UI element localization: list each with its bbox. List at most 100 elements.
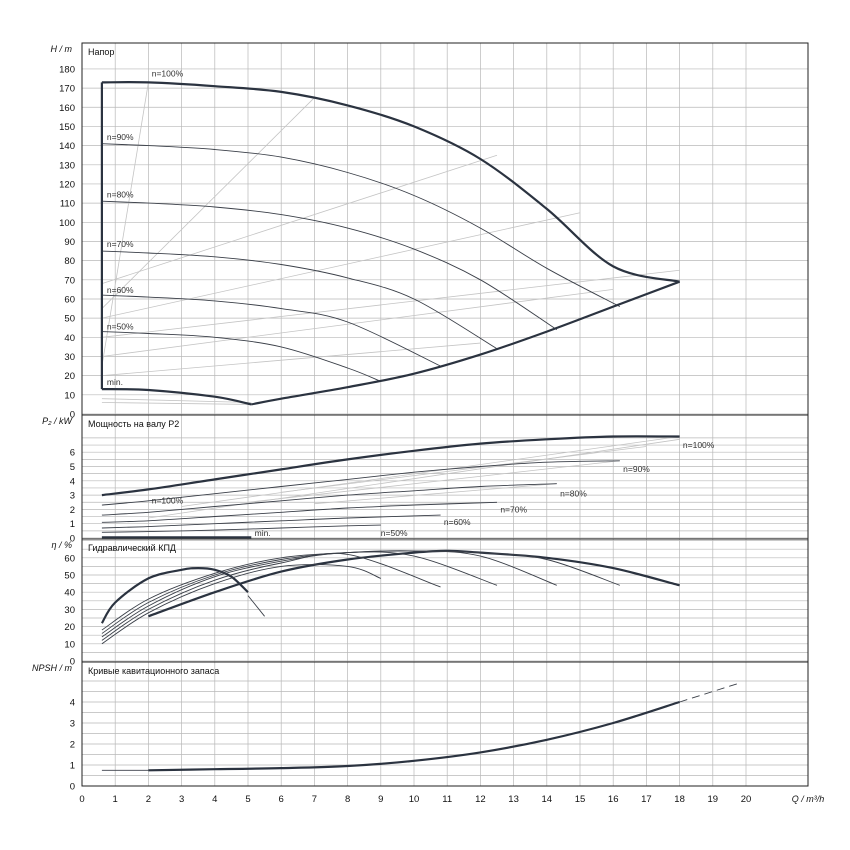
power-guide-line (247, 460, 620, 503)
x-axis-label: Q / m³/h (792, 794, 825, 804)
series-efficiency-curve-7 (101, 550, 620, 631)
panel-title-efficiency: Гидравлический КПД (88, 543, 176, 553)
label-layer: n=100% n=90% n=80% n=70% n=60% n=50% min. n=100… (107, 69, 715, 538)
y-tick-label: 130 (59, 160, 75, 171)
curve-label: min. (255, 528, 271, 538)
series-efficiency-curve-4 (101, 552, 441, 641)
curve-label: n=60% (444, 517, 471, 527)
series-head-n-60- (101, 294, 441, 367)
efficiency-guide-line (101, 398, 252, 403)
y-tick-label: 3 (70, 491, 75, 502)
panel-title-power: Мощность на валу P2 (88, 419, 179, 429)
curve-label: n=100% (683, 440, 715, 450)
series-head-n-50- (101, 331, 381, 382)
y-tick-label: 2 (70, 505, 75, 516)
curve-label: n=80% (107, 189, 134, 199)
curve-label: n=70% (500, 504, 527, 514)
y-tick-label: 6 (70, 448, 75, 459)
x-tick-label: 4 (212, 794, 217, 805)
y-tick-label: 90 (64, 237, 75, 248)
x-tick-label: 18 (674, 794, 685, 805)
y-tick-label: 5 (70, 462, 75, 473)
x-tick-label: 8 (345, 794, 350, 805)
y-axis-label-head: H / m (51, 44, 73, 54)
y-tick-label: 120 (59, 179, 75, 190)
y-tick-label: 4 (70, 698, 75, 709)
y-axis-label-efficiency: η / % (51, 540, 72, 550)
curve-label: n=50% (107, 322, 134, 332)
y-tick-label: 30 (64, 352, 75, 363)
x-tick-label: 1 (113, 794, 118, 805)
series-efficiency-curve-3 (101, 564, 381, 645)
efficiency-guide-line (101, 269, 680, 338)
y-tick-label: 40 (64, 588, 75, 599)
x-tick-label: 5 (245, 794, 250, 805)
series-power-n-80- (101, 483, 557, 516)
y-tick-label: 0 (70, 534, 75, 545)
x-tick-label: 13 (508, 794, 519, 805)
x-tick-label: 7 (312, 794, 317, 805)
y-tick-label: 1 (70, 519, 75, 530)
y-tick-label: 10 (64, 390, 75, 401)
series-head-n-80- (101, 200, 558, 331)
y-tick-label: 20 (64, 371, 75, 382)
y-tick-label: 0 (70, 410, 75, 421)
efficiency-guide-line (101, 402, 252, 405)
series-npsh-n-100- (148, 700, 680, 772)
y-tick-label: 110 (60, 199, 75, 210)
power-guide-line (181, 436, 680, 507)
y-axis-label-power: P₂ / kW (42, 416, 73, 426)
curve-label: n=70% (107, 239, 134, 249)
curve-label: n=50% (381, 528, 408, 538)
grid-layer: 0102030405060708090100110120130140150160… (32, 42, 825, 805)
y-tick-label: 80 (64, 256, 75, 267)
y-tick-label: 160 (59, 103, 75, 114)
efficiency-guide-line (101, 288, 614, 357)
x-tick-label: 20 (741, 794, 752, 805)
series-layer (100, 80, 740, 772)
panel-frame-npsh (81, 661, 809, 787)
series-power-n-60- (101, 514, 441, 529)
x-tick-label: 15 (575, 794, 586, 805)
y-tick-label: 100 (59, 218, 75, 229)
curve-label: n=90% (623, 464, 650, 474)
series-npsh-curve-2 (679, 682, 740, 703)
series-head-min- (101, 388, 252, 406)
series-head-curve-7 (251, 280, 680, 406)
series-efficiency-curve-5 (101, 551, 498, 638)
y-tick-label: 10 (64, 639, 75, 650)
y-tick-label: 150 (59, 122, 75, 133)
series-power-n-70- (101, 501, 498, 523)
y-tick-label: 2 (70, 740, 75, 751)
series-head-n-70- (101, 250, 498, 350)
y-tick-label: 40 (64, 333, 75, 344)
x-tick-label: 2 (146, 794, 151, 805)
x-tick-label: 17 (641, 794, 652, 805)
curve-label: n=100% (152, 496, 184, 506)
series-efficiency-curve-6 (101, 550, 557, 634)
efficiency-guide-line (101, 212, 581, 319)
y-tick-label: 50 (64, 571, 75, 582)
series-efficiency-curve-2 (247, 595, 265, 617)
series-head-n-100- (101, 80, 680, 283)
y-tick-label: 140 (59, 141, 75, 152)
y-tick-label: 60 (64, 294, 75, 305)
efficiency-guide-line (101, 342, 481, 377)
power-guide-line (281, 446, 647, 493)
x-tick-label: 9 (378, 794, 383, 805)
y-tick-label: 0 (70, 782, 75, 793)
series-head-n-90- (101, 143, 621, 307)
series-power-n-100- (101, 435, 680, 497)
y-tick-label: 50 (64, 314, 75, 325)
x-tick-label: 6 (279, 794, 284, 805)
curve-label: n=80% (560, 489, 587, 499)
series-efficiency-min- (100, 566, 249, 624)
efficiency-guide-line (101, 154, 498, 285)
panel-title-head: Напор (88, 47, 114, 57)
curve-label: n=90% (107, 132, 134, 142)
curve-label: n=60% (107, 285, 134, 295)
y-axis-label-npsh: NPSH / m (32, 663, 73, 673)
x-tick-label: 19 (708, 794, 719, 805)
y-tick-label: 70 (64, 275, 75, 286)
